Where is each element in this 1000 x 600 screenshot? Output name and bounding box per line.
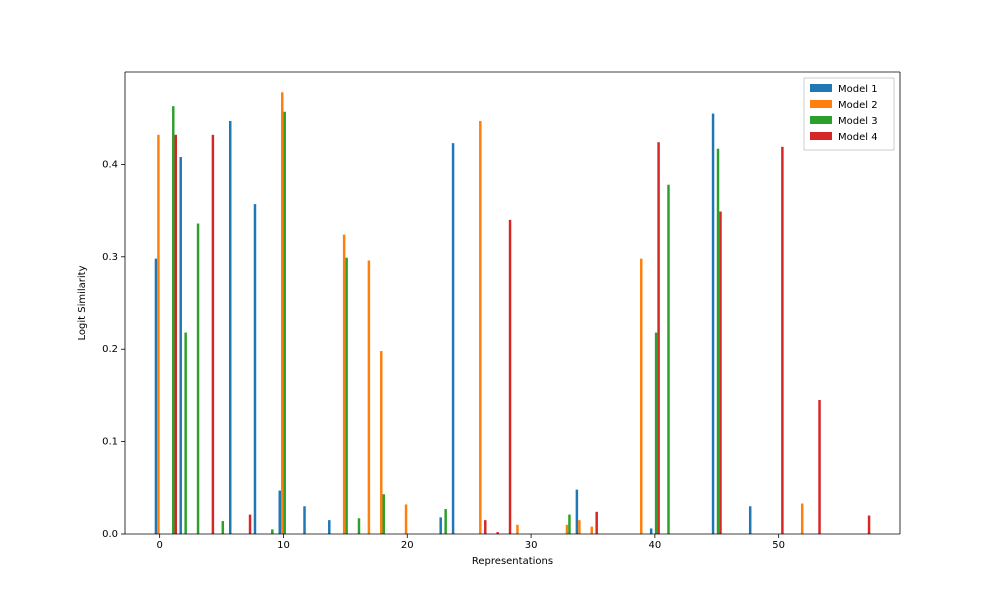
bar	[578, 520, 580, 534]
bar	[595, 512, 597, 534]
bar	[249, 515, 251, 534]
bar	[509, 220, 511, 534]
legend-label: Model 2	[838, 100, 878, 111]
bar	[479, 121, 481, 534]
bar	[781, 147, 783, 534]
bar	[568, 515, 570, 534]
bar	[719, 212, 721, 534]
y-tick-label: 0.4	[102, 159, 118, 170]
bar	[345, 258, 347, 534]
bar	[380, 351, 382, 534]
bar	[343, 235, 345, 534]
legend-label: Model 1	[838, 84, 878, 95]
legend-swatch	[810, 84, 832, 92]
legend: Model 1 Model 2 Model 3 Model 4	[804, 78, 894, 150]
bar	[303, 506, 305, 534]
bar	[197, 224, 199, 534]
bar	[281, 92, 283, 534]
legend-label: Model 3	[838, 116, 878, 127]
bar	[868, 516, 870, 534]
bar	[640, 259, 642, 534]
bar	[254, 204, 256, 534]
bar	[712, 114, 714, 534]
chart-svg: 0 10 20 30 40 50 0.0 0.1 0.2 0.3 0.4 Representation…	[0, 0, 1000, 600]
x-tick-label: 0	[156, 540, 162, 551]
y-axis-label: Logit Similarity	[77, 265, 88, 340]
y-tick-label: 0.0	[102, 529, 118, 540]
bar	[801, 504, 803, 534]
bar	[222, 521, 224, 534]
bar	[184, 333, 186, 534]
legend-swatch	[810, 132, 832, 140]
bar	[717, 149, 719, 534]
y-tick-label: 0.3	[102, 252, 118, 263]
bar	[818, 400, 820, 534]
bar	[516, 525, 518, 534]
legend-swatch	[810, 100, 832, 108]
x-tick-label: 50	[772, 540, 785, 551]
bar	[657, 142, 659, 534]
bar	[271, 529, 273, 534]
bar	[667, 185, 669, 534]
y-tick-label: 0.2	[102, 344, 118, 355]
x-tick-label: 30	[525, 540, 538, 551]
bar	[155, 259, 157, 534]
legend-label: Model 4	[838, 132, 878, 143]
x-tick-label: 20	[401, 540, 414, 551]
bar	[175, 135, 177, 534]
bar	[655, 333, 657, 534]
x-tick-label: 40	[649, 540, 662, 551]
y-tick-label: 0.1	[102, 437, 118, 448]
bar	[749, 506, 751, 534]
bar	[229, 121, 231, 534]
bar	[279, 491, 281, 534]
bar	[172, 106, 174, 534]
bar	[576, 490, 578, 534]
x-tick-label: 10	[277, 540, 290, 551]
chart-root: 0 10 20 30 40 50 0.0 0.1 0.2 0.3 0.4 Representation…	[0, 0, 1000, 600]
bar	[212, 135, 214, 534]
bar	[566, 525, 568, 534]
bar	[157, 135, 159, 534]
bar	[452, 143, 454, 534]
bar	[358, 518, 360, 534]
bar	[328, 520, 330, 534]
bar	[439, 517, 441, 534]
bar	[444, 509, 446, 534]
bar	[650, 528, 652, 534]
bar	[383, 494, 385, 534]
bar	[368, 261, 370, 535]
x-axis-label: Representations	[472, 556, 553, 567]
bar	[591, 527, 593, 534]
bar	[405, 504, 407, 534]
bar	[484, 520, 486, 534]
legend-swatch	[810, 116, 832, 124]
bar	[179, 157, 181, 534]
bar	[283, 112, 285, 534]
